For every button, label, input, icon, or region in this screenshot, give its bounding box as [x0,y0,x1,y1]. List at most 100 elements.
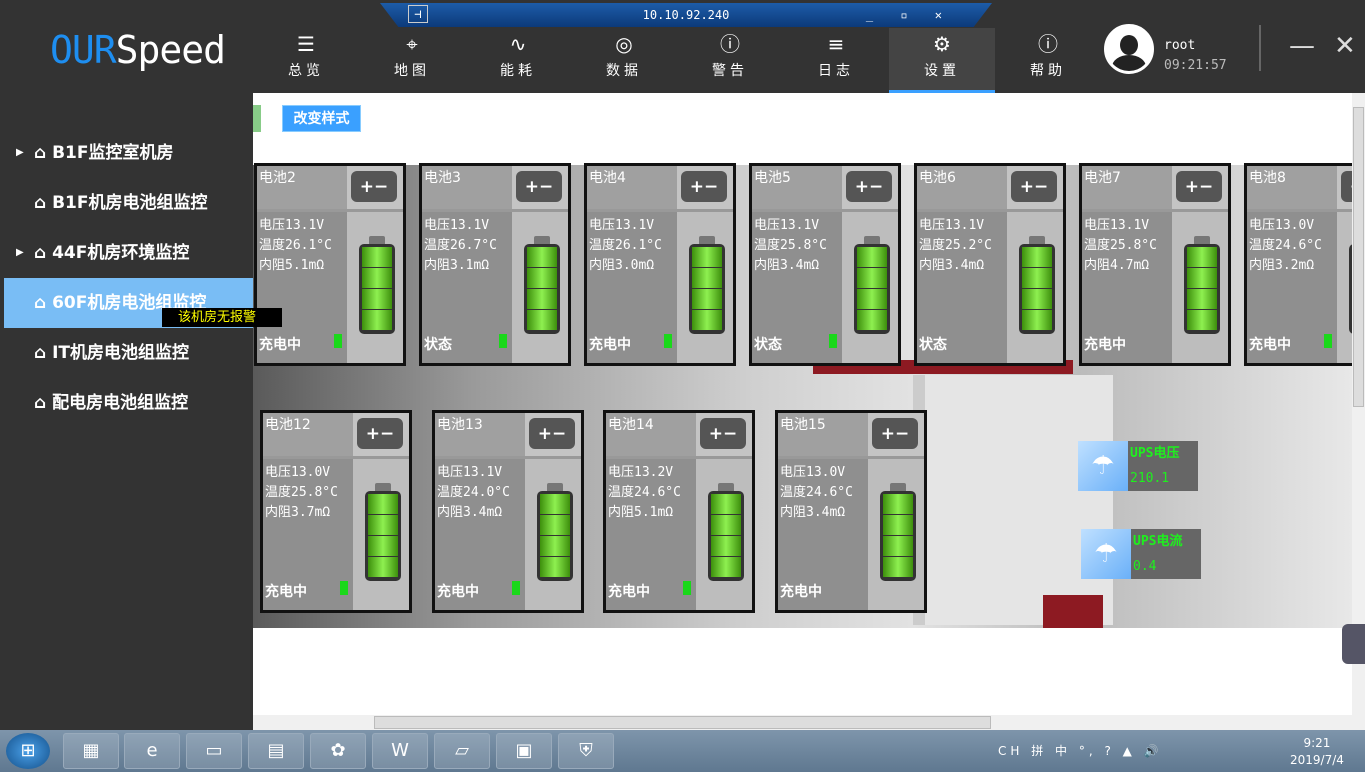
tooltip: 该机房无报警 [162,308,282,327]
home-icon: ⌂ [34,243,53,263]
side-dock-handle[interactable] [1342,624,1365,664]
taskbar-app-wintech[interactable]: W [372,733,428,769]
tab-settings[interactable]: ⚙ 设置 [889,28,995,93]
taskbar-app-shield[interactable]: ⛨ [558,733,614,769]
battery-terminal-icon: +− [846,171,892,202]
battery-segment [711,536,741,556]
close-button[interactable]: ✕ [1334,31,1356,61]
battery-card[interactable]: 电池2 +− 电压13.1V 温度26.1°C 内阻5.1mΩ 充电中 [254,163,406,366]
battery-readings: 电压13.1V 温度25.8°C 内阻3.4mΩ [754,216,827,276]
battery-segment [883,536,913,556]
tab-list[interactable]: ☰ 总览 [253,28,359,93]
battery-card[interactable]: 电池12 +− 电压13.0V 温度25.8°C 内阻3.7mΩ 充电中 [260,410,412,613]
battery-card[interactable]: 电池4 +− 电压13.1V 温度26.1°C 内阻3.0mΩ 充电中 [584,163,736,366]
tab-wave[interactable]: ∿ 能耗 [465,28,571,93]
taskbar-clock[interactable]: 9:21 2019/7/4 [1290,735,1344,769]
sidebar-item[interactable]: ⌂ B1F机房电池组监控 [4,178,253,228]
status-indicator [340,581,348,595]
battery-temp: 温度24.6°C [608,485,681,500]
tab-alert[interactable]: ⓘ 警告 [677,28,783,93]
battery-card[interactable]: 电池14 +− 电压13.2V 温度24.6°C 内阻5.1mΩ 充电中 [603,410,755,613]
battery-card[interactable]: 电池15 +− 电压13.0V 温度24.6°C 内阻3.4mΩ 充电中 [775,410,927,613]
battery-card[interactable]: 电池7 +− 电压13.1V 温度25.8°C 内阻4.7mΩ 充电中 [1079,163,1231,366]
battery-voltage: 电压13.1V [424,218,490,233]
battery-card[interactable]: 电池5 +− 电压13.1V 温度25.8°C 内阻3.4mΩ 状态 [749,163,901,366]
sidebar-item[interactable]: ⌂ IT机房电池组监控 [4,328,253,378]
ups-widget[interactable]: ☂ UPS电流 0.4 [1081,529,1201,579]
taskbar-app-remote[interactable]: ▣ [496,733,552,769]
battery-temp: 温度26.1°C [589,238,662,253]
change-style-button[interactable]: 改变样式 [282,105,361,132]
tab-map[interactable]: ⌖ 地图 [359,28,465,93]
expand-arrow-icon[interactable]: ▶ [16,147,24,158]
battery-segment [857,310,887,330]
main-nav: ☰ 总览 ⌖ 地图 ∿ 能耗 ◎ 数据 ⓘ 警告 ≡ 日志 ⚙ 设置 ⓘ 帮助 [253,28,1101,93]
battery-terminal-icon: +− [529,418,575,449]
battery-segment [1022,268,1052,288]
sidebar-item[interactable]: ▶ ⌂ 44F机房环境监控 [4,228,253,278]
battery-temp: 温度26.7°C [424,238,497,253]
battery-level-icon [854,236,890,334]
battery-status: 充电中 [1084,337,1126,353]
tab-log[interactable]: ≡ 日志 [783,28,889,93]
pin-icon[interactable]: ⊣ [408,5,428,23]
tab-info[interactable]: ⓘ 帮助 [995,28,1101,93]
taskbar-app-notes[interactable]: ▱ [434,733,490,769]
battery-voltage: 电压13.1V [1084,218,1150,233]
system-tray[interactable]: CH 拼 中 °, ? ▲ 🔊 [998,744,1163,758]
taskbar-app-control-panel[interactable]: ▦ [63,733,119,769]
battery-level-icon [880,483,916,581]
taskbar-app-explorer[interactable]: ▭ [186,733,242,769]
battery-segment [1022,247,1052,267]
battery-readings: 电压13.1V 温度25.8°C 内阻4.7mΩ [1084,216,1157,276]
battery-segment [527,268,557,288]
ups-label: UPS电压 [1130,446,1180,461]
battery-temp: 温度25.8°C [265,485,338,500]
battery-segment [1187,268,1217,288]
battery-segment [368,515,398,535]
battery-voltage: 电压13.0V [1249,218,1315,233]
gauge-icon: ◎ [615,32,633,56]
taskbar-app-window[interactable]: ▤ [248,733,304,769]
remote-window-controls[interactable]: _ ▫ ✕ [865,8,952,22]
tab-handle[interactable] [253,105,261,132]
taskbar: ⊞ ▦ e ▭ ▤ ✿ W ▱ ▣ ⛨ CH 拼 中 °, ? ▲ 🔊 9:21… [0,730,1365,772]
battery-segment [883,515,913,535]
map-icon: ⌖ [406,32,418,56]
battery-readings: 电压13.1V 温度26.1°C 内阻5.1mΩ [259,216,332,276]
battery-card[interactable]: 电池6 +− 电压13.1V 温度25.2°C 内阻3.4mΩ 状态 [914,163,1066,366]
battery-readings: 电压13.0V 温度25.8°C 内阻3.7mΩ [265,463,338,523]
battery-readings: 电压13.2V 温度24.6°C 内阻5.1mΩ [608,463,681,523]
battery-temp: 温度24.6°C [780,485,853,500]
battery-resistance: 内阻3.4mΩ [754,258,820,273]
battery-name: 电池6 [919,170,956,186]
start-button[interactable]: ⊞ [6,733,50,769]
sidebar-item-label: 44F机房环境监控 [52,243,190,263]
sidebar-item-label: B1F机房电池组监控 [52,193,208,213]
battery-card[interactable]: 电池8 +− 电压13.0V 温度24.6°C 内阻3.2mΩ 充电中 [1244,163,1353,366]
ups-widget[interactable]: ☂ UPS电压 210.1 [1078,441,1198,491]
battery-segment [362,247,392,267]
expand-arrow-icon[interactable]: ▶ [16,247,24,258]
status-indicator [499,334,507,348]
battery-name: 电池3 [424,170,461,186]
vertical-scrollbar[interactable] [1352,93,1365,715]
sidebar-item[interactable]: ⌂ 配电房电池组监控 [4,378,253,428]
tab-gauge[interactable]: ◎ 数据 [571,28,677,93]
battery-segment [362,310,392,330]
battery-readings: 电压13.1V 温度26.7°C 内阻3.1mΩ [424,216,497,276]
battery-card[interactable]: 电池3 +− 电压13.1V 温度26.7°C 内阻3.1mΩ 状态 [419,163,571,366]
scroll-thumb[interactable] [374,716,991,729]
battery-status: 充电中 [589,337,631,353]
taskbar-app-color[interactable]: ✿ [310,733,366,769]
battery-resistance: 内阻3.1mΩ [424,258,490,273]
battery-segment [711,494,741,514]
scroll-thumb[interactable] [1353,107,1364,407]
horizontal-scrollbar[interactable] [253,715,1365,730]
home-icon: ⌂ [34,293,53,313]
sidebar-item[interactable]: ▶ ⌂ B1F监控室机房 [4,128,253,178]
avatar[interactable] [1104,24,1154,74]
minimize-button[interactable]: — [1289,31,1315,61]
battery-card[interactable]: 电池13 +− 电压13.1V 温度24.0°C 内阻3.4mΩ 充电中 [432,410,584,613]
taskbar-app-ie[interactable]: e [124,733,180,769]
